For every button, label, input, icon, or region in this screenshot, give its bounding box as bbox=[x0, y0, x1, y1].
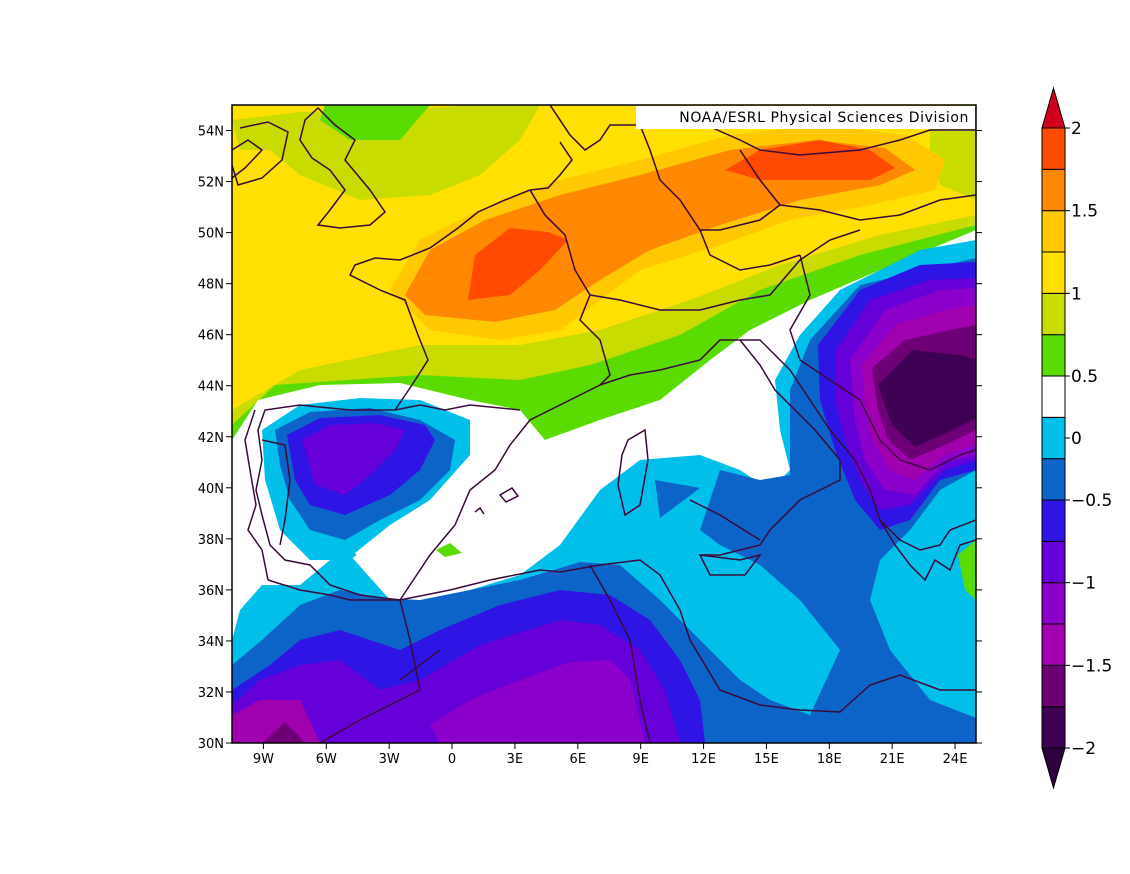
contour-band bbox=[405, 140, 915, 322]
colorbar-swatch bbox=[1041, 706, 1066, 749]
colorbar-swatch bbox=[1041, 664, 1066, 708]
colorbar-tick-label: 2 bbox=[1071, 119, 1082, 139]
contour-band bbox=[320, 105, 430, 140]
x-tick-label: 15E bbox=[754, 752, 779, 767]
colorbar-swatch bbox=[1041, 540, 1066, 584]
contour-band bbox=[262, 722, 305, 743]
coastline-balkans bbox=[740, 339, 976, 551]
border-france-spain bbox=[394, 404, 521, 411]
colorbar-tick-label: 0.5 bbox=[1071, 367, 1098, 387]
contour-band bbox=[232, 105, 540, 200]
contour-band bbox=[355, 390, 710, 598]
y-tick-label: 30N bbox=[198, 737, 224, 752]
colorbar-swatch bbox=[1041, 334, 1066, 377]
y-tick-label: 38N bbox=[198, 533, 224, 548]
y-tick-label: 32N bbox=[198, 686, 224, 701]
y-tick-label: 54N bbox=[198, 125, 224, 140]
x-tick-label: 9E bbox=[632, 752, 649, 767]
x-tick-label: 18E bbox=[817, 752, 842, 767]
coastline-africa bbox=[267, 559, 976, 713]
contour-band bbox=[430, 660, 645, 743]
y-tick-label: 40N bbox=[198, 482, 224, 497]
colorbar-tick-label: 1 bbox=[1071, 284, 1082, 304]
x-tick-label: 24E bbox=[943, 752, 968, 767]
x-tick-label: 6W bbox=[316, 752, 337, 767]
contour-band bbox=[302, 423, 405, 495]
y-tick-label: 42N bbox=[198, 431, 224, 446]
y-tick-label: 34N bbox=[198, 635, 224, 650]
contour-band bbox=[655, 480, 700, 518]
coastline-denmark bbox=[529, 141, 573, 191]
colorbar-swatch bbox=[1041, 127, 1066, 170]
colorbar: −2 −1.5 −1 −0.5 0 0.5 1 1.5 2 bbox=[1041, 86, 1112, 790]
colorbar-swatch bbox=[1041, 251, 1066, 294]
coastline-continent bbox=[255, 189, 601, 601]
contour-band bbox=[436, 543, 462, 557]
colorbar-swatch bbox=[1041, 623, 1066, 666]
x-axis: 9W 6W 3W 0 3E 6E 9E 12E 15E 18E 21E 24E bbox=[253, 743, 968, 767]
colorbar-tick-label: 0 bbox=[1071, 429, 1082, 449]
y-tick-label: 36N bbox=[198, 584, 224, 599]
x-tick-label: 6E bbox=[570, 752, 587, 767]
y-axis: 30N 32N 34N 36N 38N 40N 42N 44N 46N 48N 50N 52N 54N bbox=[198, 125, 982, 752]
colorbar-tick-label: −1.5 bbox=[1071, 656, 1112, 676]
coastline-iberia bbox=[244, 409, 269, 581]
border-balkans bbox=[789, 254, 976, 471]
contour-band bbox=[232, 258, 976, 743]
x-tick-label: 3W bbox=[379, 752, 400, 767]
coastline-britain bbox=[232, 106, 386, 229]
colorbar-below-arrow bbox=[1041, 747, 1066, 790]
x-tick-label: 9W bbox=[253, 752, 274, 767]
colorbar-swatch bbox=[1041, 582, 1066, 625]
colorbar-swatch bbox=[1041, 375, 1066, 418]
coastline-sardinia bbox=[617, 428, 649, 517]
coastline-sicily bbox=[698, 553, 762, 576]
colorbar-above-arrow bbox=[1041, 86, 1066, 129]
contour-band bbox=[878, 350, 976, 447]
border-alps bbox=[589, 229, 861, 311]
y-tick-label: 52N bbox=[198, 176, 224, 191]
colorbar-swatch bbox=[1041, 292, 1066, 336]
y-tick-label: 46N bbox=[198, 329, 224, 344]
colorbar-tick-label: −0.5 bbox=[1071, 491, 1112, 511]
credit-label: NOAA/ESRL Physical Sciences Division bbox=[679, 110, 969, 126]
coastline-balearics bbox=[474, 487, 520, 515]
x-tick-label: 21E bbox=[880, 752, 905, 767]
colorbar-tick-label: 1.5 bbox=[1071, 202, 1098, 222]
colorbar-swatch bbox=[1041, 458, 1066, 501]
colorbar-swatch bbox=[1041, 168, 1066, 212]
colorbar-swatch bbox=[1041, 416, 1066, 460]
x-tick-label: 12E bbox=[691, 752, 716, 767]
x-tick-label: 3E bbox=[507, 752, 524, 767]
coastlines bbox=[232, 105, 976, 743]
anomaly-field bbox=[232, 105, 976, 743]
y-tick-label: 44N bbox=[198, 380, 224, 395]
coastline-greece bbox=[879, 519, 976, 582]
colorbar-tick-label: −1 bbox=[1071, 574, 1096, 594]
y-tick-label: 50N bbox=[198, 227, 224, 242]
coastline-italy bbox=[599, 339, 841, 556]
border-east-europe bbox=[700, 149, 976, 231]
border-spain-portugal bbox=[261, 439, 291, 546]
contour-band bbox=[468, 228, 568, 300]
colorbar-tick-label: −2 bbox=[1071, 739, 1096, 759]
coastline-ireland bbox=[232, 121, 289, 186]
contour-band bbox=[232, 700, 320, 743]
colorbar-swatch bbox=[1041, 499, 1066, 542]
y-tick-label: 48N bbox=[198, 278, 224, 293]
x-tick-label: 0 bbox=[448, 752, 456, 767]
plot-frame bbox=[231, 104, 977, 744]
contour-band bbox=[958, 540, 976, 600]
border-north-africa bbox=[319, 564, 651, 743]
colorbar-swatch bbox=[1041, 210, 1066, 253]
credit-box bbox=[636, 106, 975, 129]
